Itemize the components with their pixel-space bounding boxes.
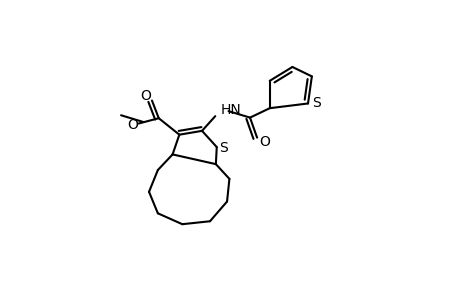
Text: S: S — [219, 141, 228, 155]
Text: HN: HN — [220, 103, 241, 117]
Text: O: O — [258, 135, 269, 149]
Text: O: O — [140, 89, 151, 103]
Text: S: S — [311, 97, 320, 110]
Text: O: O — [127, 118, 137, 132]
